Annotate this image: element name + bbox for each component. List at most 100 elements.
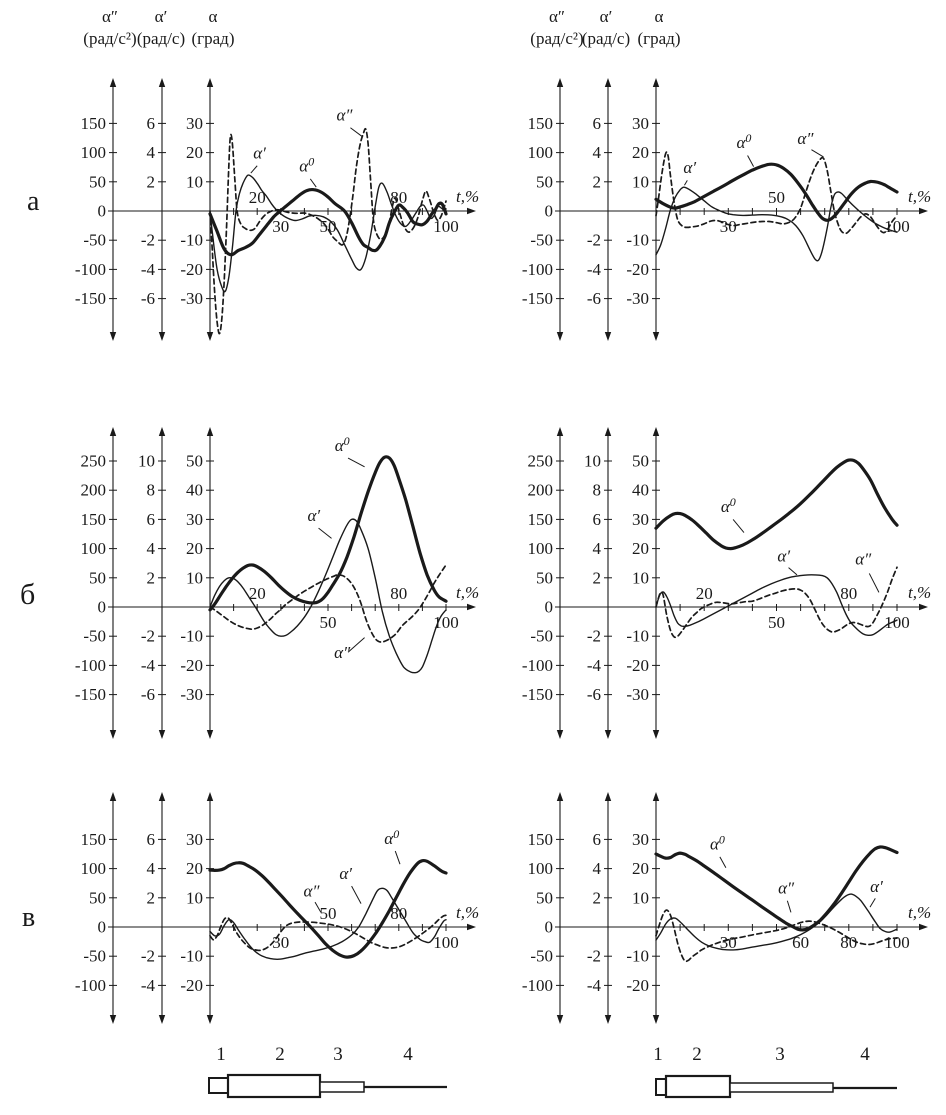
- x-axis-title: t,%: [908, 583, 931, 602]
- series-curve-thin: [209, 174, 447, 293]
- y-tick-label: -150: [75, 685, 106, 704]
- y-tick-label: 6: [147, 510, 156, 529]
- axis-arrow-down-icon: [109, 332, 117, 341]
- schematic-body: [664, 1074, 732, 1099]
- axis-arrow-down-icon: [158, 730, 166, 739]
- series-curve-dashed: [209, 564, 447, 643]
- x-tick-label: 100: [884, 933, 910, 952]
- series-label: α′: [870, 877, 883, 896]
- series-curve-dashed: [209, 914, 447, 952]
- series-label: α″: [855, 550, 872, 569]
- series-label-leader: [719, 856, 727, 868]
- axis-arrow-down-icon: [158, 332, 166, 341]
- x-tick-label: 20: [249, 188, 266, 207]
- y-tick-label: 4: [147, 859, 156, 878]
- stage-number: 3: [333, 1044, 343, 1065]
- row-label-a: а: [27, 186, 40, 217]
- y-tick-label: 6: [593, 114, 602, 133]
- y-tick-label: -4: [141, 260, 156, 279]
- y-tick-label: -20: [626, 656, 649, 675]
- axis-arrow-down-icon: [604, 730, 612, 739]
- series-curve-thin: [209, 518, 447, 674]
- y-tick-label: 100: [81, 859, 107, 878]
- y-tick-label: -2: [587, 627, 601, 646]
- y-tick-label: 0: [98, 598, 107, 617]
- y-tick-label: 150: [81, 830, 107, 849]
- y-tick-label: -4: [141, 656, 156, 675]
- y-tick-label: -30: [626, 289, 649, 308]
- series-label: α0: [736, 131, 751, 152]
- series-curve-dashed: [209, 127, 447, 335]
- y-tick-label: 20: [632, 539, 649, 558]
- y-tick-label: 10: [186, 172, 203, 191]
- y-tick-label: 100: [528, 859, 554, 878]
- axis-arrow-up-icon: [206, 792, 214, 801]
- y-tick-label: 100: [81, 539, 107, 558]
- y-tick-label: 50: [536, 888, 553, 907]
- series-curve-thick: [654, 458, 899, 551]
- y-tick-label: -20: [626, 976, 649, 995]
- y-tick-label: 20: [186, 859, 203, 878]
- panel-a-right: 30 50 100 t,% 150 100 50 0 -50 -100 -150 6 4 2 -2 -4 -6 3…: [522, 78, 931, 341]
- series-label: α″: [337, 105, 354, 124]
- axis-symbol: α′: [154, 7, 168, 26]
- y-tick-label: -10: [180, 947, 203, 966]
- row-label-v: в: [22, 902, 36, 933]
- y-tick-label: 50: [632, 452, 649, 471]
- series-label: α0: [299, 155, 314, 176]
- left-axis-header-alpha-prime: α′ (рад/с): [137, 6, 185, 50]
- y-tick-label: 10: [632, 172, 649, 191]
- series-label: α0: [335, 434, 350, 455]
- y-tick-label: 100: [528, 539, 554, 558]
- x-tick-label: 30: [272, 217, 289, 236]
- y-tick-label: 30: [186, 114, 203, 133]
- x-tick-label: 50: [768, 613, 785, 632]
- machine-schematic-right: 1 2 3 4: [653, 1044, 897, 1099]
- y-tick-label: 4: [147, 143, 156, 162]
- y-tick-label: -50: [83, 627, 106, 646]
- series-label-leader: [394, 850, 401, 865]
- axis-arrow-right-icon: [919, 603, 928, 611]
- y-tick-label: 2: [593, 888, 602, 907]
- y-tick-label: 50: [89, 888, 106, 907]
- y-tick-label: 2: [147, 568, 156, 587]
- y-tick-label: -2: [587, 231, 601, 250]
- series-label: α″: [334, 643, 351, 662]
- x-tick-label: 30: [720, 217, 737, 236]
- axis-arrow-down-icon: [556, 332, 564, 341]
- y-tick-label: 0: [545, 918, 554, 937]
- axis-arrow-down-icon: [109, 730, 117, 739]
- y-tick-label: 100: [528, 143, 554, 162]
- axis-arrow-down-icon: [556, 1015, 564, 1024]
- y-tick-label: 50: [536, 172, 553, 191]
- axis-arrow-down-icon: [604, 332, 612, 341]
- series-curve-thick: [208, 858, 448, 959]
- axis-arrow-down-icon: [206, 332, 214, 341]
- right-axis-header-alpha-second: α″ (рад/с²): [530, 6, 583, 50]
- y-tick-label: -10: [180, 231, 203, 250]
- series-label: α′: [253, 143, 266, 162]
- y-tick-label: -50: [530, 231, 553, 250]
- y-tick-label: -30: [626, 685, 649, 704]
- y-tick-label: -100: [522, 656, 553, 675]
- x-tick-label: 100: [433, 613, 459, 632]
- y-tick-label: 150: [528, 830, 554, 849]
- x-tick-label: 50: [320, 904, 337, 923]
- y-tick-label: 30: [186, 510, 203, 529]
- series-curve-thick: [208, 187, 448, 257]
- machine-schematic-left: 1 2 3 4: [208, 1044, 447, 1099]
- y-tick-label: -20: [180, 260, 203, 279]
- axis-unit: (рад/с²): [83, 29, 137, 49]
- y-tick-label: 250: [528, 452, 554, 471]
- y-tick-label: 4: [593, 859, 602, 878]
- x-axis-title: t,%: [456, 187, 479, 206]
- y-tick-label: -20: [180, 656, 203, 675]
- y-tick-label: -50: [83, 231, 106, 250]
- schematic-cap: [208, 1077, 229, 1094]
- series-label-leader: [868, 573, 880, 593]
- panel-v-right: 30 60 80 100 t,% 150 100 50 0 -50 -100 6 4 2 -2 -4 30 20 1…: [522, 792, 931, 1024]
- y-tick-label: 6: [593, 830, 602, 849]
- series-label-leader: [732, 519, 745, 533]
- schematic-rod: [729, 1082, 834, 1093]
- y-tick-label: -150: [522, 289, 553, 308]
